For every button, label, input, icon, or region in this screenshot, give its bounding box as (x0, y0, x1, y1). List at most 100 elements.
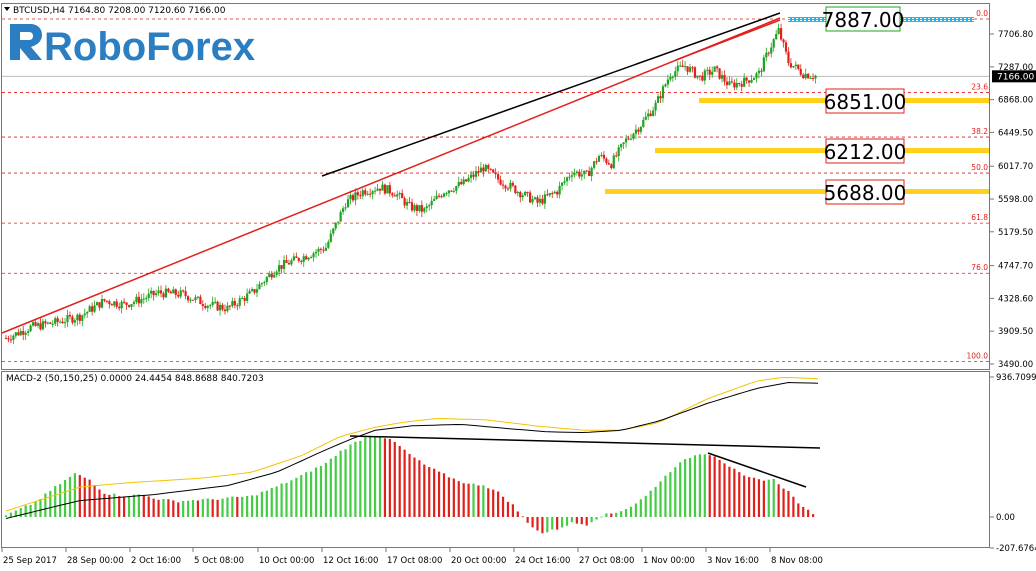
histogram-bar (137, 494, 140, 517)
histogram-bar (73, 473, 76, 517)
histogram-bar (98, 489, 101, 517)
target-5688[interactable]: 5688.00 (605, 179, 989, 205)
candle (772, 37, 775, 52)
candle (472, 171, 475, 180)
candle (44, 319, 47, 328)
candle (66, 309, 69, 327)
candle (238, 295, 241, 309)
candle (29, 324, 32, 333)
candle (469, 170, 473, 183)
candle (110, 303, 113, 306)
candle (807, 73, 810, 79)
candle (477, 166, 480, 177)
candle (538, 194, 542, 207)
histogram-bar (250, 495, 254, 517)
histogram-bar (546, 517, 549, 533)
histogram-bar (738, 472, 741, 517)
candle (792, 65, 795, 69)
candle (548, 192, 551, 198)
target-7887[interactable]: 7887.00 (787, 6, 975, 32)
histogram-bar (270, 487, 273, 517)
candle (497, 171, 500, 184)
candle (652, 106, 655, 117)
macd-trendline-short[interactable] (707, 452, 807, 488)
candle (401, 189, 404, 199)
histogram-bar (24, 505, 27, 517)
histogram-bar (767, 479, 770, 517)
histogram-bar (777, 484, 780, 517)
histogram-bar (565, 517, 569, 526)
candle (770, 42, 773, 58)
histogram-bar (305, 472, 308, 517)
candle (211, 296, 214, 308)
histogram-bar (688, 457, 692, 517)
histogram-bar (132, 494, 136, 517)
candle (120, 299, 123, 314)
target-6851[interactable]: 6851.00 (699, 88, 989, 114)
candle (68, 311, 72, 320)
candle (405, 198, 409, 210)
histogram-bar (123, 496, 126, 517)
candle (307, 257, 310, 262)
histogram-bar (280, 483, 283, 517)
candle (204, 303, 207, 310)
target-label: 6212.00 (824, 140, 907, 164)
candle (174, 288, 177, 299)
histogram-bar (191, 500, 195, 517)
target-6212[interactable]: 6212.00 (655, 138, 989, 164)
histogram-bar (285, 482, 288, 517)
candle (580, 169, 583, 181)
histogram-bar (541, 517, 544, 534)
candle (504, 184, 507, 192)
candle (757, 67, 761, 79)
candle (63, 317, 67, 328)
candle (17, 328, 20, 337)
candle (123, 298, 126, 304)
candle (59, 319, 62, 324)
candle (639, 126, 642, 135)
candle (137, 291, 140, 308)
price-axis[interactable]: 7706.80 7287.00 6868.00 6449.50 6017.70 5598.… (990, 30, 1033, 370)
macd-trendline-long[interactable] (349, 435, 821, 449)
trendline-red[interactable] (1, 17, 781, 334)
candle (740, 80, 743, 92)
histogram-bar (698, 454, 701, 517)
time-tick-label: 17 Oct 08:00 (387, 556, 442, 566)
candle (799, 64, 802, 77)
candle (359, 190, 362, 199)
histogram-bar (349, 444, 352, 517)
candle (206, 304, 209, 312)
candle (691, 65, 694, 73)
candle (681, 60, 684, 68)
triangle-down-icon[interactable] (4, 7, 10, 11)
candle (292, 253, 295, 262)
candle (147, 288, 150, 302)
candle (487, 163, 490, 173)
macd-axis[interactable]: 936.7099 0.00 -207.6764 (990, 373, 1036, 554)
candle (150, 287, 153, 299)
candle (524, 190, 527, 197)
candle (592, 160, 596, 170)
time-axis[interactable]: 25 Sep 2017 28 Sep 00:00 2 Oct 16:00 5 Oct … (1, 548, 823, 566)
candle (182, 289, 185, 294)
candle (167, 287, 170, 293)
histogram-bar (408, 453, 411, 517)
histogram-bar (14, 510, 17, 517)
histogram-bar (757, 479, 761, 517)
trendline-red-short[interactable] (675, 19, 781, 61)
histogram-bar (265, 490, 268, 517)
candle (730, 77, 733, 84)
candle (88, 304, 91, 312)
candle (546, 189, 549, 197)
candle (300, 259, 303, 265)
target-label: 6851.00 (824, 90, 907, 114)
candle (752, 77, 756, 81)
candle (169, 290, 172, 294)
histogram-bar (4, 515, 8, 517)
trendline-black-upper[interactable] (321, 12, 781, 177)
candle (494, 168, 497, 179)
histogram-bar (467, 483, 470, 517)
candle (762, 54, 765, 72)
histogram-bar (560, 517, 564, 528)
